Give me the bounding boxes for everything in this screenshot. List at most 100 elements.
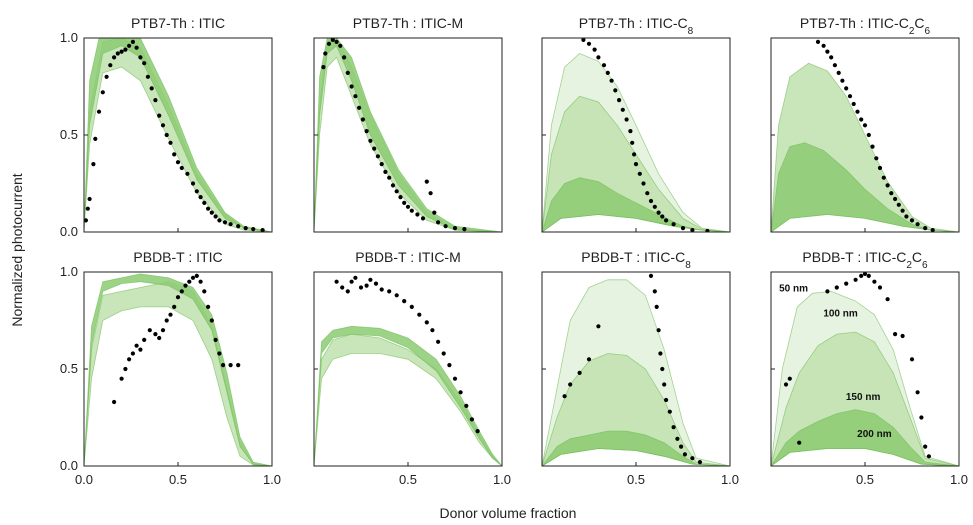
data-point <box>349 84 354 89</box>
data-point <box>368 138 373 143</box>
panel-title: PTB7-Th : ITIC-C2C6 <box>800 15 931 37</box>
panel-plot-area <box>771 39 959 232</box>
data-point <box>202 289 207 294</box>
panel-title-main: PBDB-T : ITIC <box>133 249 222 265</box>
panel-2: PTB7-Th : ITIC-M <box>313 15 503 233</box>
data-point <box>112 55 117 60</box>
data-point <box>675 436 680 441</box>
data-point <box>222 220 228 225</box>
x-tick-label: 0.5 <box>399 472 417 487</box>
data-point <box>236 224 241 229</box>
panel-grid: PTB7-Th : ITIC 0.0 0.5 1.0 PTB7-Th : ITIC-M P… <box>60 15 968 487</box>
y-axis-label: Normalized photocurrent <box>9 173 25 326</box>
panel-title-main: PTB7-Th : ITIC-C <box>800 15 909 31</box>
data-point <box>172 152 177 157</box>
data-point <box>662 382 667 387</box>
data-point <box>620 107 625 112</box>
data-point <box>885 297 890 302</box>
data-point <box>656 328 661 333</box>
panel-plot-area <box>314 38 502 232</box>
data-point <box>915 390 920 395</box>
data-point <box>660 214 665 219</box>
data-point <box>338 43 343 48</box>
data-point <box>119 49 124 54</box>
data-point <box>877 285 883 290</box>
data-point <box>119 376 124 381</box>
data-point <box>633 162 639 167</box>
data-point <box>926 454 932 459</box>
data-point <box>213 337 218 342</box>
data-point <box>383 169 388 174</box>
band-2 <box>314 325 502 466</box>
band-2 <box>771 142 959 232</box>
panel-6: PBDB-T : ITIC-M 0.5 1.0 <box>313 249 511 487</box>
data-point <box>581 38 586 42</box>
data-point <box>586 357 592 362</box>
panel-title: PBDB-T : ITIC-C2C6 <box>802 249 928 271</box>
data-point <box>866 273 871 278</box>
data-point <box>847 94 853 99</box>
data-point <box>187 279 192 284</box>
panel-title-sub: 2 <box>909 26 915 37</box>
data-point <box>206 304 211 309</box>
data-point <box>134 343 139 348</box>
panel-title-sub: 8 <box>688 26 694 37</box>
data-point <box>909 357 915 362</box>
data-point <box>130 39 135 45</box>
data-point <box>373 281 379 286</box>
data-point <box>562 394 567 399</box>
data-point <box>149 86 154 91</box>
panel-title: PBDB-T : ITIC-C8 <box>581 249 691 271</box>
data-point <box>436 339 441 344</box>
data-point <box>168 312 173 317</box>
data-point <box>667 409 672 414</box>
data-point <box>462 227 467 232</box>
data-point <box>164 132 169 138</box>
data-point <box>160 328 166 333</box>
data-point <box>123 366 128 372</box>
data-point <box>840 78 845 83</box>
data-point <box>866 132 871 138</box>
panel-title: PTB7-Th : ITIC-M <box>353 15 463 31</box>
data-point <box>923 226 928 231</box>
data-point <box>628 129 633 134</box>
data-point <box>375 154 380 159</box>
data-point <box>705 228 710 232</box>
panel-frame <box>313 271 503 467</box>
data-point <box>783 382 789 387</box>
data-point <box>624 117 629 122</box>
data-point <box>787 376 792 381</box>
data-point <box>84 218 88 223</box>
panel-title: PBDB-T : ITIC <box>133 249 222 265</box>
data-point <box>96 109 102 114</box>
data-point <box>390 183 396 188</box>
data-point <box>175 160 181 165</box>
data-point <box>260 228 265 232</box>
data-point <box>138 55 143 60</box>
data-point <box>447 363 452 368</box>
data-point <box>326 41 332 46</box>
data-point <box>592 47 597 52</box>
data-point <box>436 220 441 225</box>
data-point <box>637 171 642 176</box>
data-point <box>394 189 399 194</box>
data-point <box>330 38 335 42</box>
x-tick-label: 0.5 <box>169 472 187 487</box>
panel-plot-area <box>542 273 730 466</box>
data-point <box>368 277 373 282</box>
panel-3: PTB7-Th : ITIC-C8 <box>541 15 731 233</box>
data-point <box>915 222 920 227</box>
data-point <box>409 208 414 213</box>
data-point <box>142 337 147 342</box>
panel-title-main: PBDB-T : ITIC-C <box>802 249 906 265</box>
data-point <box>452 376 458 381</box>
data-point <box>424 320 429 325</box>
data-point <box>821 43 826 48</box>
y-tick-label: 0.5 <box>60 361 78 376</box>
data-point <box>844 281 849 286</box>
data-point <box>829 55 834 60</box>
data-point <box>217 218 222 223</box>
panel-title: PTB7-Th : ITIC-C8 <box>579 15 694 37</box>
data-point <box>872 279 877 284</box>
data-point <box>664 218 669 223</box>
